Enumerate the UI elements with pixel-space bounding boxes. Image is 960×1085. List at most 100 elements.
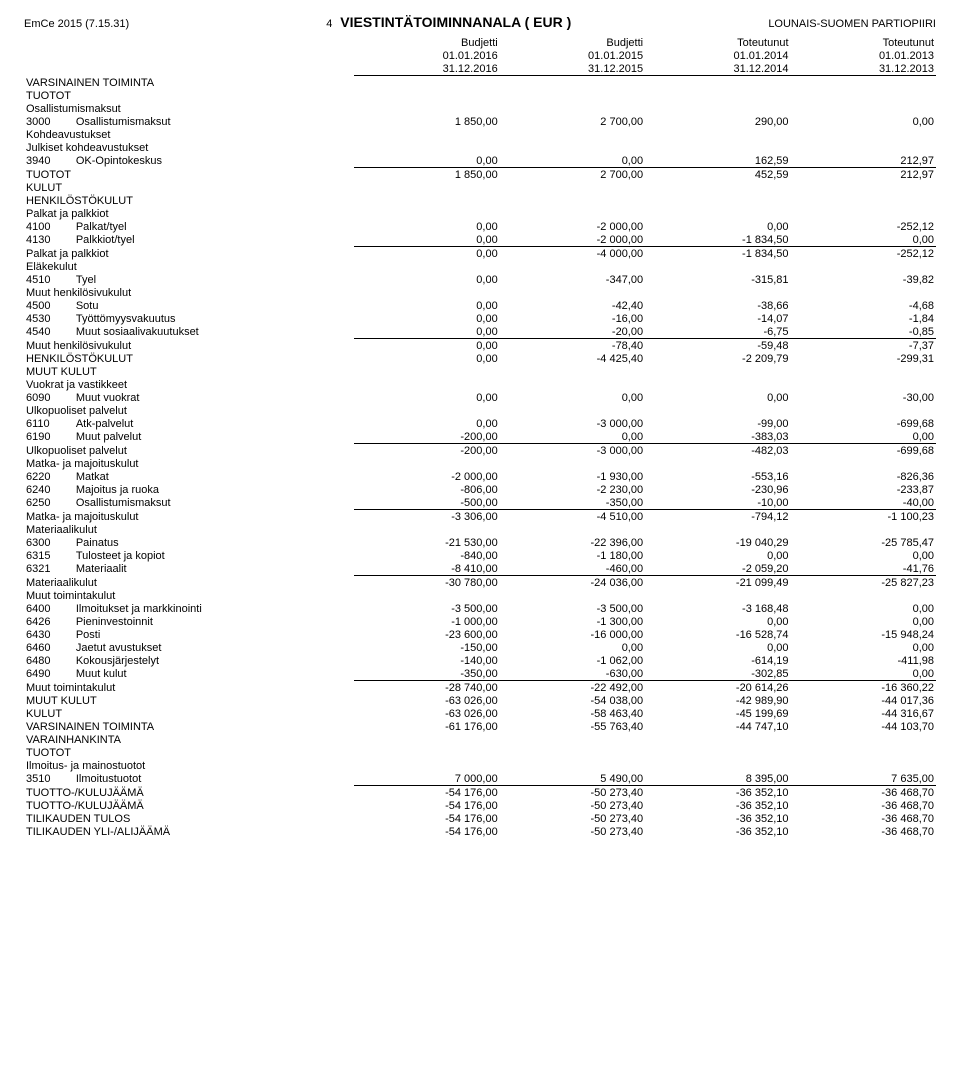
table-row: Ulkopuoliset palvelut-200,00-3 000,00-48… <box>24 444 936 458</box>
table-row: TUOTOT <box>24 746 936 759</box>
value-cell: -383,03 <box>645 430 790 444</box>
account-label: Muut kulut <box>74 667 354 681</box>
table-row: HENKILÖSTÖKULUT0,00-4 425,40-2 209,79-29… <box>24 352 936 365</box>
value-cell: 290,00 <box>645 115 790 128</box>
subtotal-label: Ulkopuoliset palvelut <box>24 444 354 458</box>
value-cell: -22 396,00 <box>500 536 645 549</box>
value-cell: -1 000,00 <box>354 615 499 628</box>
value-cell: -59,48 <box>645 339 790 353</box>
account-label: Matkat <box>74 470 354 483</box>
table-row: 3940OK-Opintokeskus0,000,00162,59212,97 <box>24 154 936 168</box>
account-code: 6240 <box>24 483 74 496</box>
table-row: 6090Muut vuokrat0,000,000,00-30,00 <box>24 391 936 404</box>
value-cell: 0,00 <box>354 273 499 286</box>
table-row: 6490Muut kulut-350,00-630,00-302,850,00 <box>24 667 936 681</box>
table-row: TUOTOT <box>24 89 936 102</box>
col-header: 01.01.2014 <box>645 49 790 62</box>
header-center: 4 VIESTINTÄTOIMINNANALA ( EUR ) <box>326 14 571 30</box>
value-cell: 0,00 <box>645 391 790 404</box>
table-row: 4500Sotu0,00-42,40-38,66-4,68 <box>24 299 936 312</box>
col-header: 31.12.2016 <box>354 62 499 76</box>
value-cell: -6,75 <box>645 325 790 339</box>
account-code: 3510 <box>24 772 74 786</box>
table-row: 6190Muut palvelut-200,000,00-383,030,00 <box>24 430 936 444</box>
section-label: Palkat ja palkkiot <box>24 207 936 220</box>
account-code: 6250 <box>24 496 74 510</box>
table-row: TUOTOT1 850,002 700,00452,59212,97 <box>24 168 936 182</box>
account-code: 6430 <box>24 628 74 641</box>
value-cell: -36 468,70 <box>791 786 936 800</box>
value-cell: -411,98 <box>791 654 936 667</box>
value-cell: 7 000,00 <box>354 772 499 786</box>
value-cell: -140,00 <box>354 654 499 667</box>
table-row: 4530Työttömyysvakuutus0,00-16,00-14,07-1… <box>24 312 936 325</box>
value-cell: -25 827,23 <box>791 576 936 590</box>
subtotal-label: TUOTOT <box>24 168 354 182</box>
value-cell: -50 273,40 <box>500 799 645 812</box>
account-label: Posti <box>74 628 354 641</box>
value-cell: -30,00 <box>791 391 936 404</box>
value-cell: -806,00 <box>354 483 499 496</box>
table-row: TUOTTO-/KULUJÄÄMÄ-54 176,00-50 273,40-36… <box>24 799 936 812</box>
value-cell: -16,00 <box>500 312 645 325</box>
value-cell: 0,00 <box>791 667 936 681</box>
value-cell: -41,76 <box>791 562 936 576</box>
value-cell: -36 352,10 <box>645 825 790 838</box>
value-cell: 0,00 <box>791 549 936 562</box>
section-label: Muut henkilösivukulut <box>24 286 936 299</box>
table-row: 6460Jaetut avustukset-150,000,000,000,00 <box>24 641 936 654</box>
account-code: 6321 <box>24 562 74 576</box>
value-cell: -54 176,00 <box>354 786 499 800</box>
account-label: Muut palvelut <box>74 430 354 444</box>
table-row: 4510Tyel0,00-347,00-315,81-39,82 <box>24 273 936 286</box>
section-label: Ilmoitus- ja mainostuotot <box>24 759 936 772</box>
value-cell: 0,00 <box>791 602 936 615</box>
table-row: 4540Muut sosiaalivakuutukset0,00-20,00-6… <box>24 325 936 339</box>
value-cell: -200,00 <box>354 444 499 458</box>
section-label: Matka- ja majoituskulut <box>24 457 936 470</box>
section-label: TUOTOT <box>24 746 936 759</box>
value-cell: -3 306,00 <box>354 510 499 524</box>
table-row: Kohdeavustukset <box>24 128 936 141</box>
account-label: Pieninvestoinnit <box>74 615 354 628</box>
value-cell: -630,00 <box>500 667 645 681</box>
value-cell: -0,85 <box>791 325 936 339</box>
value-cell: 0,00 <box>645 641 790 654</box>
table-row: Muut henkilösivukulut <box>24 286 936 299</box>
value-cell: -21 530,00 <box>354 536 499 549</box>
section-label: Osallistumismaksut <box>24 102 936 115</box>
account-label: Osallistumismaksut <box>74 496 354 510</box>
table-row: Ulkopuoliset palvelut <box>24 404 936 417</box>
value-cell: -794,12 <box>645 510 790 524</box>
account-code: 6300 <box>24 536 74 549</box>
top-header: EmCe 2015 (7.15.31) 4 VIESTINTÄTOIMINNAN… <box>24 14 936 30</box>
col-header: 31.12.2014 <box>645 62 790 76</box>
account-label: Palkat/tyel <box>74 220 354 233</box>
value-cell: -40,00 <box>791 496 936 510</box>
value-cell: -45 199,69 <box>645 707 790 720</box>
section-label: Ulkopuoliset palvelut <box>24 404 936 417</box>
value-cell: -3 000,00 <box>500 444 645 458</box>
page-number: 4 <box>326 18 332 30</box>
value-cell: -54 176,00 <box>354 799 499 812</box>
value-cell: -21 099,49 <box>645 576 790 590</box>
table-row: 6240Majoitus ja ruoka-806,00-2 230,00-23… <box>24 483 936 496</box>
value-cell: -54 176,00 <box>354 812 499 825</box>
value-cell: -38,66 <box>645 299 790 312</box>
table-row: TUOTTO-/KULUJÄÄMÄ-54 176,00-50 273,40-36… <box>24 786 936 800</box>
value-cell: -3 500,00 <box>500 602 645 615</box>
value-cell: 1 850,00 <box>354 115 499 128</box>
value-cell: -4 510,00 <box>500 510 645 524</box>
table-row: VARSINAINEN TOIMINTA-61 176,00-55 763,40… <box>24 720 936 733</box>
value-cell: -460,00 <box>500 562 645 576</box>
value-cell: -16 360,22 <box>791 681 936 695</box>
account-label: Kokousjärjestelyt <box>74 654 354 667</box>
section-label: Materiaalikulut <box>24 523 936 536</box>
account-label: OK-Opintokeskus <box>74 154 354 168</box>
section-label: MUUT KULUT <box>24 365 936 378</box>
table-row: 6315Tulosteet ja kopiot-840,00-1 180,000… <box>24 549 936 562</box>
account-label: Muut sosiaalivakuutukset <box>74 325 354 339</box>
report-page: EmCe 2015 (7.15.31) 4 VIESTINTÄTOIMINNAN… <box>0 0 960 862</box>
value-cell: -23 600,00 <box>354 628 499 641</box>
value-cell: -3 168,48 <box>645 602 790 615</box>
